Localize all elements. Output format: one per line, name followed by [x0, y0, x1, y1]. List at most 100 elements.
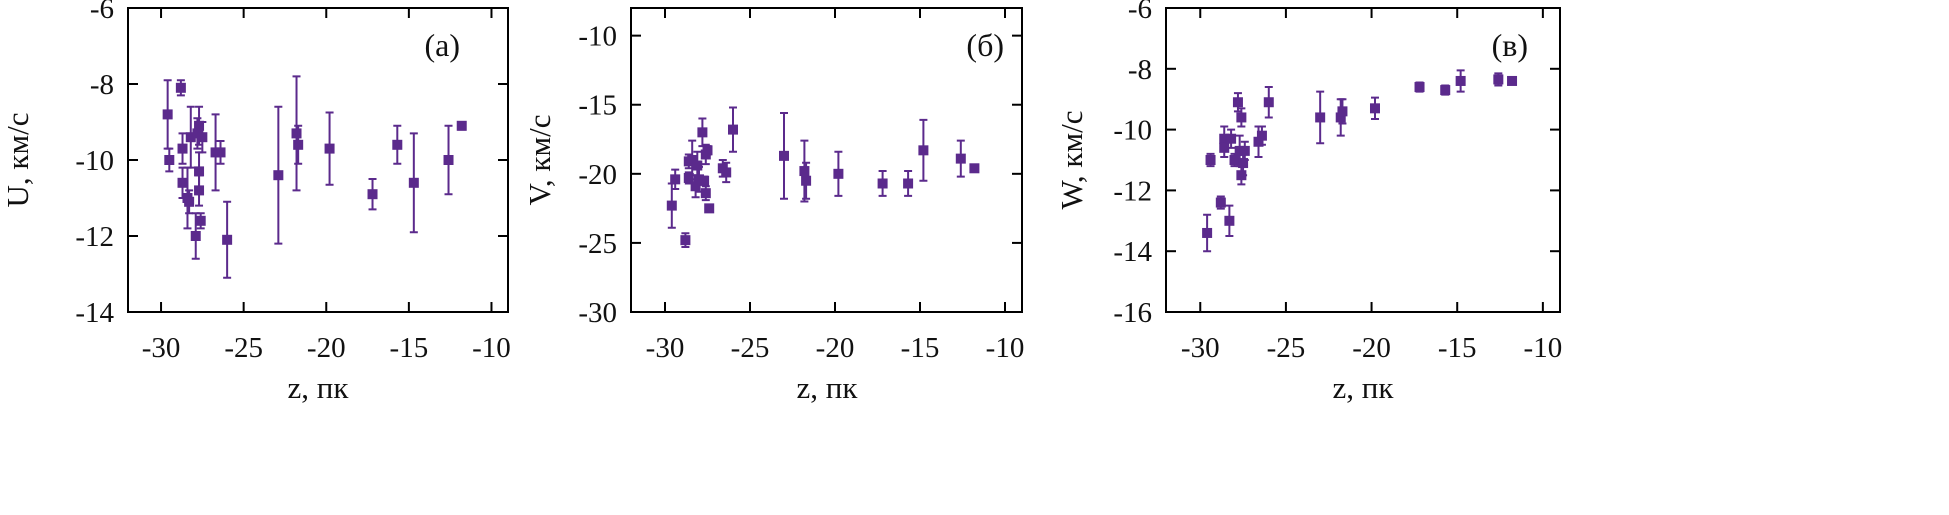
- y-tick-label: -12: [75, 221, 114, 253]
- panel-label: (а): [424, 27, 460, 63]
- data-point: [1238, 158, 1249, 169]
- y-axis-title: U, км/с: [0, 113, 35, 208]
- data-point: [291, 128, 302, 139]
- data-point: [692, 160, 703, 171]
- data-point: [1256, 130, 1267, 141]
- data-point: [728, 124, 738, 135]
- y-axis-title: V, км/с: [522, 115, 557, 206]
- data-point: [456, 120, 467, 131]
- y-tick-label: -10: [75, 145, 114, 177]
- y-tick-label: -10: [578, 21, 617, 53]
- data-point: [1229, 155, 1240, 165]
- data-point: [190, 231, 201, 241]
- data-point: [1219, 142, 1230, 153]
- data-point: [177, 143, 188, 154]
- data-point: [801, 175, 812, 186]
- data-point: [1369, 103, 1380, 114]
- data-point: [1455, 75, 1466, 86]
- data-point: [683, 172, 694, 183]
- panel-label: (б): [966, 27, 1004, 63]
- data-point: [162, 109, 173, 120]
- data-point: [293, 139, 304, 150]
- data-point: [1224, 215, 1235, 226]
- data-point: [1215, 197, 1226, 208]
- data-point: [175, 82, 186, 93]
- x-tick-label: -30: [1181, 332, 1220, 364]
- x-tick-label: -10: [1524, 332, 1563, 364]
- data-point: [799, 166, 810, 177]
- data-point: [969, 163, 980, 174]
- y-tick-label: -30: [578, 297, 617, 329]
- x-tick-label: -15: [390, 332, 429, 364]
- y-tick-label: -14: [75, 297, 114, 329]
- data-point: [197, 132, 208, 143]
- data-point: [687, 155, 698, 165]
- data-point: [194, 166, 205, 177]
- x-axis-title: z, пк: [288, 370, 350, 405]
- y-tick-label: -12: [1113, 175, 1152, 207]
- data-point: [702, 145, 713, 156]
- data-point: [721, 167, 732, 178]
- data-point: [1440, 85, 1451, 96]
- data-point: [955, 153, 966, 164]
- x-tick-label: -15: [901, 332, 940, 364]
- data-point: [194, 185, 205, 196]
- data-point: [697, 127, 708, 138]
- x-tick-label: -10: [472, 332, 511, 364]
- data-point: [273, 170, 284, 181]
- y-tick-label: -20: [578, 159, 617, 191]
- data-point: [1205, 155, 1216, 165]
- data-point: [779, 150, 789, 161]
- data-point: [1315, 112, 1326, 123]
- y-tick-label: -8: [90, 69, 114, 101]
- data-point: [222, 234, 233, 245]
- data-point: [704, 203, 715, 214]
- data-point: [690, 181, 701, 192]
- data-point: [877, 178, 888, 189]
- data-point: [1202, 227, 1213, 238]
- data-point: [408, 177, 419, 188]
- x-tick-label: -30: [142, 332, 181, 364]
- x-tick-label: -20: [1352, 332, 1391, 364]
- data-point: [699, 175, 710, 186]
- data-point: [1337, 106, 1348, 117]
- data-point: [1236, 112, 1247, 123]
- data-point: [164, 155, 175, 165]
- x-axis-title: z, пк: [1333, 370, 1395, 405]
- data-point: [700, 188, 711, 199]
- panel-b: (б) z, пк V, км/с -30 -25 -20 -15 -10 -30 -25 -…: [522, 7, 1025, 405]
- y-tick-label: -6: [90, 0, 114, 25]
- data-point: [324, 143, 335, 154]
- data-point: [184, 196, 195, 207]
- data-point: [666, 200, 677, 211]
- y-tick-label: -8: [1128, 54, 1152, 86]
- panel-label: (в): [1492, 27, 1528, 63]
- data-point: [670, 174, 681, 185]
- x-tick-label: -20: [816, 332, 855, 364]
- panel-a: (а) z, пк U, км/с -30 -25 -20 -15 -10 -14 -12 -…: [0, 0, 511, 405]
- data-point: [1335, 112, 1346, 123]
- plot-frame: [1165, 7, 1561, 313]
- data-point: [694, 174, 704, 185]
- data-point: [918, 145, 929, 156]
- x-tick-label: -25: [224, 332, 263, 364]
- data-point: [367, 189, 378, 200]
- x-tick-label: -25: [731, 332, 770, 364]
- data-point: [443, 155, 454, 165]
- data-point: [1253, 136, 1264, 147]
- x-tick-label: -30: [646, 332, 685, 364]
- data-point: [1239, 145, 1250, 156]
- x-tick-label: -10: [986, 332, 1025, 364]
- y-tick-label: -25: [578, 228, 617, 260]
- data-point: [903, 178, 914, 189]
- y-tick-label: -16: [1113, 297, 1152, 329]
- x-tick-label: -15: [1438, 332, 1477, 364]
- data-point: [1414, 82, 1425, 93]
- y-axis-title: W, км/с: [1054, 111, 1089, 210]
- data-point: [833, 168, 844, 179]
- data-point: [194, 120, 205, 131]
- y-tick-label: -6: [1128, 0, 1152, 25]
- data-point: [680, 235, 691, 246]
- data-point: [177, 177, 188, 188]
